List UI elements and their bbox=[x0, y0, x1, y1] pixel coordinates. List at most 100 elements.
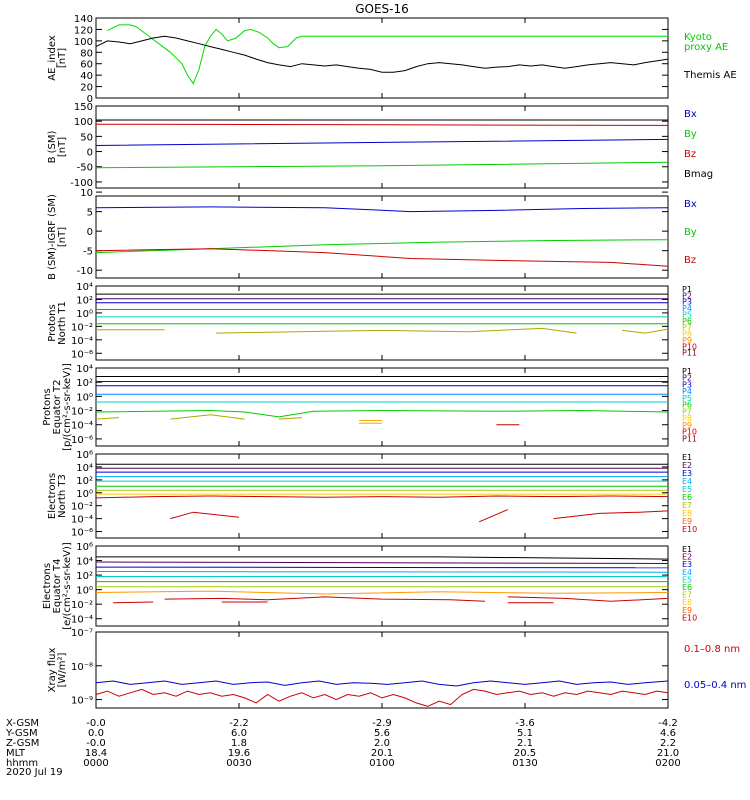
y-axis-label: Equator T4 bbox=[52, 559, 63, 614]
footer-value: 0200 bbox=[655, 758, 680, 769]
footer-value: 6.0 bbox=[231, 728, 247, 739]
y-tick-label: 0 bbox=[87, 227, 93, 238]
legend-e3: E3 bbox=[682, 560, 692, 569]
legend-p3: P3 bbox=[682, 298, 692, 307]
y-tick-label: 10⁰ bbox=[76, 586, 93, 597]
y-tick-label: 10⁻⁷ bbox=[71, 628, 93, 639]
footer-value: 2.0 bbox=[374, 738, 390, 749]
y-axis-label: Electrons bbox=[42, 563, 53, 609]
y-tick-label: 10² bbox=[76, 378, 93, 389]
legend-p6: P6 bbox=[682, 401, 692, 410]
y-tick-label: 10⁴ bbox=[76, 557, 93, 568]
y-tick-label: 10² bbox=[76, 476, 93, 487]
legend-kyoto: Kyoto bbox=[684, 32, 712, 43]
footer-label-z-gsm: Z-GSM bbox=[6, 738, 39, 749]
y-tick-label: 0 bbox=[87, 94, 93, 105]
y-tick-label: 10⁻⁶ bbox=[71, 528, 93, 539]
y-tick-label: 10² bbox=[76, 295, 93, 306]
y-axis-label: AE_index bbox=[47, 35, 58, 81]
legend-by: By bbox=[684, 227, 697, 238]
footer-value: 20.5 bbox=[514, 748, 536, 759]
panel-protons-equator: 10⁴ 10² 10⁰ 10⁻² 10⁻⁴ 10⁻⁶ Protons Equator T2 [p… bbox=[42, 363, 697, 451]
y-tick-label: 10⁻⁴ bbox=[71, 421, 93, 432]
legend-e7: E7 bbox=[682, 591, 692, 600]
footer-value: 4.6 bbox=[660, 728, 676, 739]
y-axis-label: Xray flux bbox=[47, 648, 58, 693]
series-0.05-0.4 nm bbox=[95, 680, 669, 687]
legend-e6: E6 bbox=[682, 493, 692, 502]
y-tick-label: 10⁻⁴ bbox=[71, 615, 93, 626]
y-axis-label: Protons bbox=[42, 388, 53, 425]
y-tick-label: 0 bbox=[87, 148, 93, 159]
legend-e6: E6 bbox=[682, 583, 692, 592]
y-axis-label: B (SM)-IGRF (SM) bbox=[47, 194, 58, 280]
panel-frame bbox=[95, 367, 669, 447]
footer-value: 5.6 bbox=[374, 728, 390, 739]
y-tick-label: -5 bbox=[83, 247, 93, 258]
legend-p9: P9 bbox=[682, 336, 692, 345]
y-tick-label: 10⁶ bbox=[76, 542, 93, 553]
series-0.1-0.8 nm bbox=[95, 688, 669, 707]
y-tick-label: 5 bbox=[87, 208, 93, 219]
panel-electrons-equator: 10⁶ 10⁴ 10² 10⁰ 10⁻² 10⁻⁴ Electrons Equator T4[… bbox=[42, 542, 697, 630]
footer-value: -2.2 bbox=[229, 718, 249, 729]
footer-value: 20.1 bbox=[371, 748, 393, 759]
legend-p7: P7 bbox=[682, 407, 692, 416]
footer-value: 21.0 bbox=[657, 748, 679, 759]
legend-e4: E4 bbox=[682, 568, 692, 577]
footer-value: 19.6 bbox=[228, 748, 250, 759]
footer-value: -2.9 bbox=[372, 718, 392, 729]
y-tick-label: 10⁻⁶ bbox=[71, 435, 93, 446]
date-label: 2020 Jul 19 bbox=[6, 767, 63, 778]
footer-value: 0030 bbox=[226, 758, 251, 769]
series-Bx bbox=[95, 206, 669, 213]
y-axis-label: Equator T2 bbox=[52, 380, 63, 435]
y-tick-label: 60 bbox=[80, 60, 93, 71]
y-axis-label: Electrons bbox=[47, 473, 58, 519]
series-E10c bbox=[553, 510, 669, 520]
y-axis-label: Protons bbox=[47, 304, 58, 341]
footer-label-y-gsm: Y-GSM bbox=[5, 728, 38, 739]
chart-title: GOES-16 bbox=[355, 2, 409, 16]
y-tick-label: 100 bbox=[74, 117, 93, 128]
footer-value: 18.4 bbox=[85, 748, 107, 759]
y-tick-label: 10⁻² bbox=[71, 600, 93, 611]
legend-e3: E3 bbox=[682, 469, 692, 478]
footer-value: -4.2 bbox=[658, 718, 678, 729]
series-Kyoto proxy AE bbox=[107, 24, 668, 85]
series-E10b bbox=[479, 509, 508, 523]
series-E3 bbox=[95, 566, 669, 569]
legend-bx: Bx bbox=[684, 199, 697, 210]
series-P7b bbox=[216, 327, 577, 334]
series-Bz bbox=[95, 123, 669, 126]
legend-p4: P4 bbox=[682, 387, 692, 396]
series-E2 bbox=[95, 561, 669, 564]
panel-protons-north: 10⁴ 10² 10⁰ 10⁻² 10⁻⁴ 10⁻⁶ Protons North T1 P1P2… bbox=[47, 282, 697, 361]
legend-e4: E4 bbox=[682, 477, 692, 486]
panel-xray: 10⁻⁷ 10⁻⁸ 10⁻⁹ Xray flux [W/m²] 0.1–0.8 nm 0.0… bbox=[47, 628, 746, 709]
footer-value: 2.1 bbox=[517, 738, 533, 749]
series-E4 bbox=[95, 571, 669, 573]
panel-frame bbox=[95, 17, 669, 99]
legend-e10: E10 bbox=[682, 613, 697, 622]
y-tick-label: 10 bbox=[80, 188, 93, 199]
legend-by: By bbox=[684, 129, 697, 140]
y-axis-label: [nT] bbox=[57, 137, 68, 157]
legend-p2: P2 bbox=[682, 291, 692, 300]
series-P7a bbox=[95, 417, 119, 420]
legend-p11: P11 bbox=[682, 349, 697, 358]
legend-bmag: Bmag bbox=[684, 169, 713, 180]
y-tick-label: 120 bbox=[74, 25, 93, 36]
y-tick-label: 10⁻² bbox=[71, 322, 93, 333]
footer-value: -0.0 bbox=[86, 738, 106, 749]
y-tick-label: 10⁻² bbox=[71, 407, 93, 418]
footer-value: 1.8 bbox=[231, 738, 247, 749]
legend-e2: E2 bbox=[682, 461, 692, 470]
legend-xray-short: 0.05–0.4 nm bbox=[684, 680, 746, 691]
legend-p5: P5 bbox=[682, 310, 692, 319]
y-axis-label: [nT] bbox=[57, 227, 68, 247]
y-tick-label: 10² bbox=[76, 571, 93, 582]
y-tick-label: 40 bbox=[80, 71, 93, 82]
